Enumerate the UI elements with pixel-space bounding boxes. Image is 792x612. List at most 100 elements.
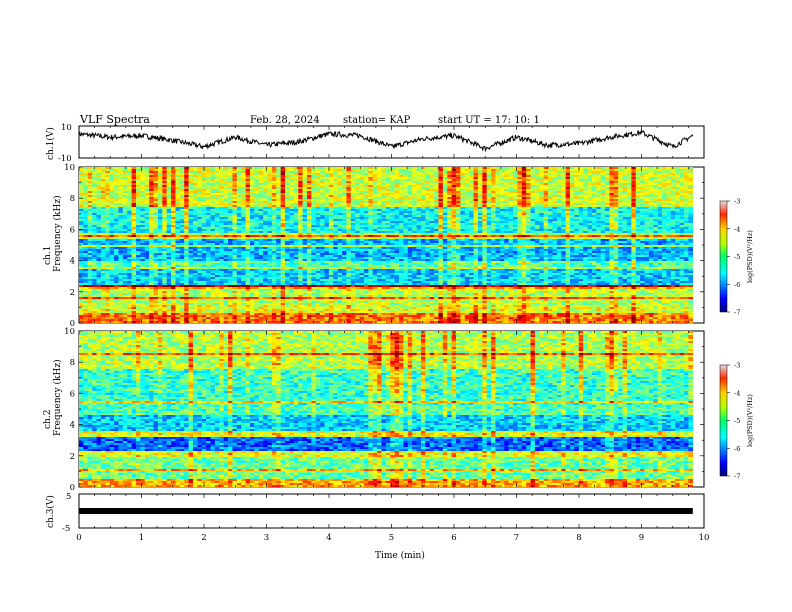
spectrogram-cell [381,233,387,236]
spectrogram-cell [425,183,431,186]
spectrogram-cell [175,223,181,226]
spectrogram-cell [249,221,255,224]
spectrogram-cell [578,171,584,174]
spectrogram-cell [600,177,606,180]
spectrogram-cell [372,167,378,170]
spectrogram-cell [675,213,680,216]
spectrogram-cell [359,197,365,200]
spectrogram-cell [232,231,238,234]
spectrogram-cell [249,185,255,188]
spectrogram-cell [350,189,356,192]
spectrogram-cell [127,211,132,214]
spectrogram-cell [324,183,330,186]
spectrogram-cell [613,215,619,218]
spectrogram-cell [491,205,496,208]
spectrogram-cell [140,211,146,214]
spectrogram-cell [609,227,615,230]
spectrogram-cell [267,209,273,212]
spectrogram-cell [171,201,176,204]
spectrogram-cell [280,189,286,192]
spectrogram-cell [513,217,518,220]
spectrogram-cell [118,179,124,182]
spectrogram-cell [539,187,544,190]
spectrogram-cell [236,189,242,192]
spectrogram-cell [271,193,277,196]
spectrogram-cell [241,185,246,188]
spectrogram-cell [109,219,115,222]
spectrogram-cell [429,199,435,202]
spectrogram-cell [135,231,141,234]
spectrogram-cell [175,175,181,178]
spectrogram-cell [438,185,444,188]
spectrogram-cell [114,199,119,202]
spectrogram-cell [346,189,352,192]
spectrogram-cell [574,177,580,180]
spectrogram-cell [171,217,176,220]
spectrogram-cell [640,229,645,232]
spectrogram-cell [214,229,220,232]
spectrogram-cell [508,233,514,236]
spectrogram-cell [83,215,89,218]
spectrogram-cell [653,225,658,228]
spectrogram-cell [583,167,588,170]
spectrogram-cell [679,235,685,238]
spectrogram-cell [517,179,523,182]
spectrogram-cell [179,185,185,188]
spectrogram-cell [495,221,501,224]
spectrogram-cell [456,215,461,218]
spectrogram-cell [508,191,514,194]
spectrogram-cell [670,199,676,202]
spectrogram-cell [447,195,452,198]
spectrogram-cell [245,201,251,204]
spectrogram-cell [451,205,457,208]
spectrogram-cell [206,175,211,178]
spectrogram-cell [96,223,102,226]
spectrogram-cell [109,183,115,186]
spectrogram-cell [289,235,295,238]
spectrogram-cell [377,217,382,220]
spectrogram-cell [306,203,312,206]
spectrogram-cell [416,185,422,188]
spectrogram-cell [153,213,159,216]
spectrogram-cell [289,175,295,178]
spectrogram-cell [609,193,615,196]
spectrogram-cell [144,221,150,224]
spectrogram-cell [530,201,536,204]
spectrogram-cell [657,221,663,224]
spectrogram-cell [508,171,514,174]
spectrogram-cell [293,187,299,190]
spectrogram-cell [429,195,435,198]
spectrogram-cell [631,203,637,206]
spectrogram-cell [552,193,558,196]
spectrogram-cell [596,205,601,208]
spectrogram-cell [214,193,220,196]
spectrogram-cell [412,219,417,222]
spectrogram-cell [499,173,505,176]
spectrogram-cell [683,171,689,174]
spectrogram-cell [263,213,268,216]
spectrogram-cell [578,179,584,182]
spectrogram-cell [96,219,102,222]
spectrogram-cell [438,199,444,202]
spectrogram-cell [363,179,369,182]
spectrogram-cell [241,225,246,228]
spectrogram-cell [311,195,317,198]
spectrogram-cell [394,207,400,210]
spectrogram-cell [280,187,286,190]
spectrogram-cell [587,167,593,170]
spectrogram-cell [109,179,115,182]
spectrogram-cell [513,235,518,238]
spectrogram-cell [442,191,448,194]
spectrogram-cell [359,213,365,216]
spectrogram-cell [508,203,514,206]
spectrogram-cell [350,191,356,194]
spectrogram-cell [140,193,146,196]
spectrogram-cell [372,173,378,176]
spectrogram-cell [626,233,632,236]
spectrogram-cell [285,197,290,200]
spectrogram-cell [359,219,365,222]
spectrogram-cell [447,183,452,186]
spectrogram-cell [442,179,448,182]
spectrogram-cell [342,199,347,202]
spectrogram-cell [83,219,89,222]
